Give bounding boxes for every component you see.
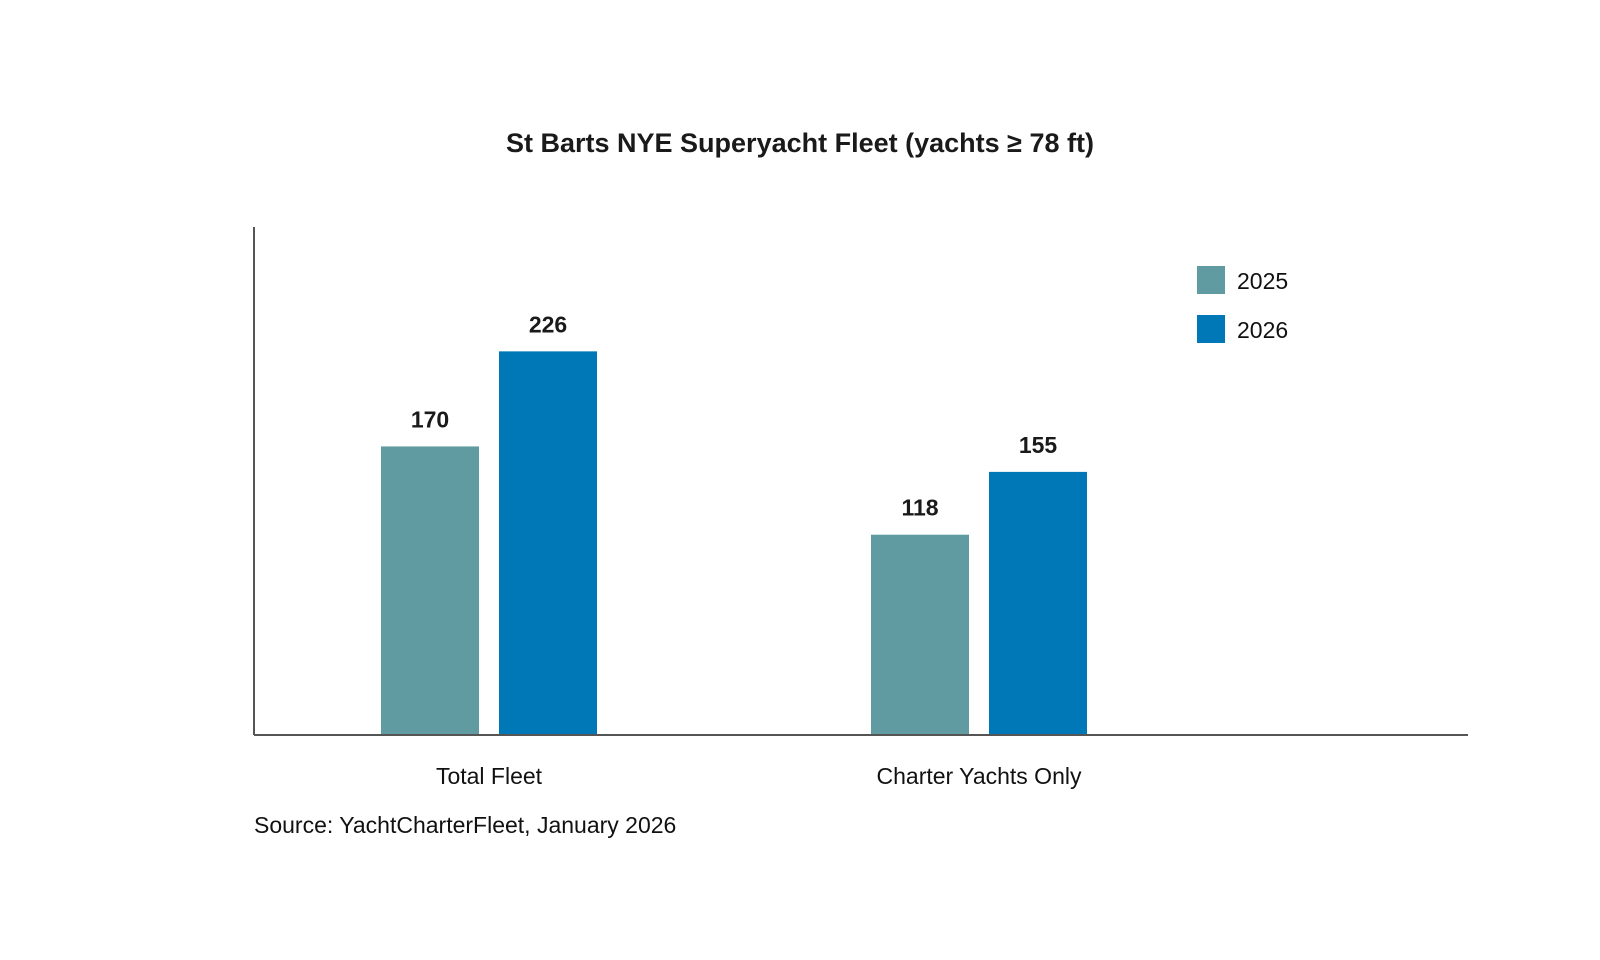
- legend: 2025 2026: [1197, 266, 1288, 343]
- category-label: Total Fleet: [436, 763, 543, 789]
- bars-group: [381, 351, 1087, 735]
- legend-label-2026: 2026: [1237, 317, 1288, 343]
- value-label: 226: [529, 311, 567, 337]
- bar-2026-charter-yachts-only: [989, 471, 1087, 735]
- value-label: 170: [411, 406, 449, 432]
- category-label: Charter Yachts Only: [877, 763, 1082, 789]
- value-labels-group: 170 226 118 155: [411, 311, 1058, 520]
- legend-swatch-2025: [1197, 266, 1225, 294]
- legend-swatch-2026: [1197, 315, 1225, 343]
- bar-2025-total-fleet: [381, 446, 479, 735]
- chart-title: St Barts NYE Superyacht Fleet (yachts ≥ …: [506, 128, 1094, 158]
- category-labels-group: Total Fleet Charter Yachts Only: [436, 763, 1082, 789]
- value-label: 118: [901, 495, 938, 521]
- bar-2025-charter-yachts-only: [871, 534, 969, 735]
- source-note: Source: YachtCharterFleet, January 2026: [254, 812, 676, 838]
- value-label: 155: [1019, 432, 1058, 458]
- legend-label-2025: 2025: [1237, 268, 1288, 294]
- bar-2026-total-fleet: [499, 351, 597, 735]
